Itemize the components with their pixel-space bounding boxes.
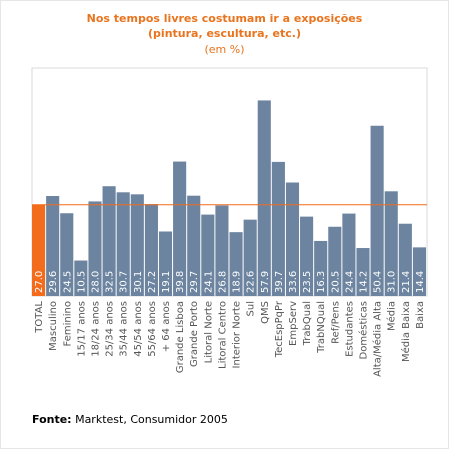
bar-3 xyxy=(74,260,88,296)
category-label-9: + 64 anos xyxy=(161,301,172,352)
bar-24 xyxy=(370,125,384,296)
category-label-5: 25/34 anos xyxy=(105,301,116,357)
bar-value-label-8: 27.2 xyxy=(147,271,158,293)
bar-9 xyxy=(158,231,173,296)
bar-value-label-18: 33.6 xyxy=(288,271,299,293)
bar-4 xyxy=(88,201,102,296)
bar-0 xyxy=(32,204,46,296)
category-label-25: Média xyxy=(386,301,398,331)
bar-value-label-2: 24.5 xyxy=(62,271,73,293)
bar-15 xyxy=(243,219,257,296)
source-text: Marktest, Consumidor 2005 xyxy=(71,413,228,426)
bar-value-label-4: 28.0 xyxy=(90,271,101,293)
category-label-8: 55/64 anos xyxy=(147,301,158,357)
bar-6 xyxy=(116,192,130,296)
bar-7 xyxy=(130,194,144,296)
bar-8 xyxy=(144,204,158,296)
category-label-17: TecEspPqPr xyxy=(274,300,285,358)
bar-20 xyxy=(314,240,328,296)
bar-value-label-14: 18.9 xyxy=(232,271,243,293)
chart-subtitle: (em %) xyxy=(204,43,245,56)
category-label-13: Litoral Centro xyxy=(217,301,228,369)
category-label-15: Sul xyxy=(246,301,257,316)
bar-value-label-7: 30.1 xyxy=(133,271,144,293)
category-label-0: TOTAL xyxy=(34,301,45,334)
category-label-1: Masculino xyxy=(48,301,59,351)
bar-value-label-6: 30.7 xyxy=(119,271,130,293)
bar-23 xyxy=(356,248,370,296)
bar-14 xyxy=(229,232,243,296)
category-label-2: Feminino xyxy=(62,301,73,346)
category-label-11: Grande Porto xyxy=(189,301,200,367)
category-label-4: 18/24 anos xyxy=(90,301,101,357)
bar-value-label-10: 39.8 xyxy=(175,271,186,293)
bar-10 xyxy=(173,161,187,296)
category-label-18: EmpServ xyxy=(288,301,299,346)
bar-value-label-19: 23.5 xyxy=(302,271,313,293)
bar-25 xyxy=(384,191,398,296)
bar-value-label-5: 32.5 xyxy=(105,271,116,293)
category-label-19: TrabQual xyxy=(302,301,313,346)
category-label-23: Domésticas xyxy=(358,301,370,359)
chart-title-line-1: Nos tempos livres costumam ir a exposiçõ… xyxy=(86,12,363,25)
category-label-7: 45/54 anos xyxy=(133,301,144,357)
bar-27 xyxy=(412,247,426,296)
category-label-6: 35/44 anos xyxy=(119,301,130,357)
category-label-26: Média Baixa xyxy=(400,301,412,362)
bar-value-label-0: 27.0 xyxy=(34,271,45,293)
bar-21 xyxy=(328,226,342,296)
bar-value-label-26: 21.4 xyxy=(401,271,412,293)
category-label-27: Baixa xyxy=(415,301,426,329)
bar-11 xyxy=(187,195,201,296)
bar-value-label-3: 10.5 xyxy=(76,271,87,293)
source-label: Fonte: xyxy=(32,413,72,426)
bar-2 xyxy=(60,213,74,296)
bar-value-label-25: 31.0 xyxy=(387,271,398,293)
bar-value-label-24: 50.4 xyxy=(373,271,384,293)
bar-19 xyxy=(300,216,314,296)
category-label-10: Grande Lisboa xyxy=(175,301,186,373)
source-note: Fonte: Marktest, Consumidor 2005 xyxy=(32,413,228,426)
category-label-16: QMS xyxy=(260,301,271,324)
bar-value-label-23: 14.2 xyxy=(359,271,370,293)
bar-26 xyxy=(398,223,412,296)
bar-value-label-17: 39.7 xyxy=(274,271,285,293)
bar-value-label-21: 20.5 xyxy=(330,271,341,293)
bar-value-label-15: 22.6 xyxy=(246,271,257,293)
bar-12 xyxy=(201,214,215,296)
bar-value-label-12: 24.1 xyxy=(203,271,214,293)
bar-value-label-11: 29.7 xyxy=(189,271,200,293)
bar-13 xyxy=(215,205,229,296)
bar-1 xyxy=(46,196,60,296)
bar-value-label-22: 24.4 xyxy=(344,271,355,293)
bar-value-label-1: 29.6 xyxy=(48,271,59,293)
category-label-21: Ref/Pens xyxy=(330,301,341,344)
bar-value-label-27: 14.4 xyxy=(415,271,426,293)
bar-value-label-13: 26.8 xyxy=(217,271,228,293)
bar-value-label-20: 16.3 xyxy=(316,271,327,293)
chart-title-line-2: (pintura, escultura, etc.) xyxy=(148,27,301,40)
bar-5 xyxy=(102,186,116,296)
category-label-20: TrabNQual xyxy=(316,301,327,354)
category-label-24: Alta/Média Alta xyxy=(372,301,384,377)
bar-22 xyxy=(342,213,356,296)
category-label-12: Litoral Norte xyxy=(203,301,214,363)
bar-value-label-9: 19.1 xyxy=(161,271,172,293)
bar-value-label-16: 57.9 xyxy=(260,271,271,293)
category-label-3: 15/17 anos xyxy=(76,301,87,357)
category-label-22: Estudantes xyxy=(344,301,355,357)
category-label-14: Interior Norte xyxy=(232,301,243,368)
bar-18 xyxy=(285,182,300,296)
bar-16 xyxy=(257,100,271,297)
bar-17 xyxy=(271,161,285,296)
